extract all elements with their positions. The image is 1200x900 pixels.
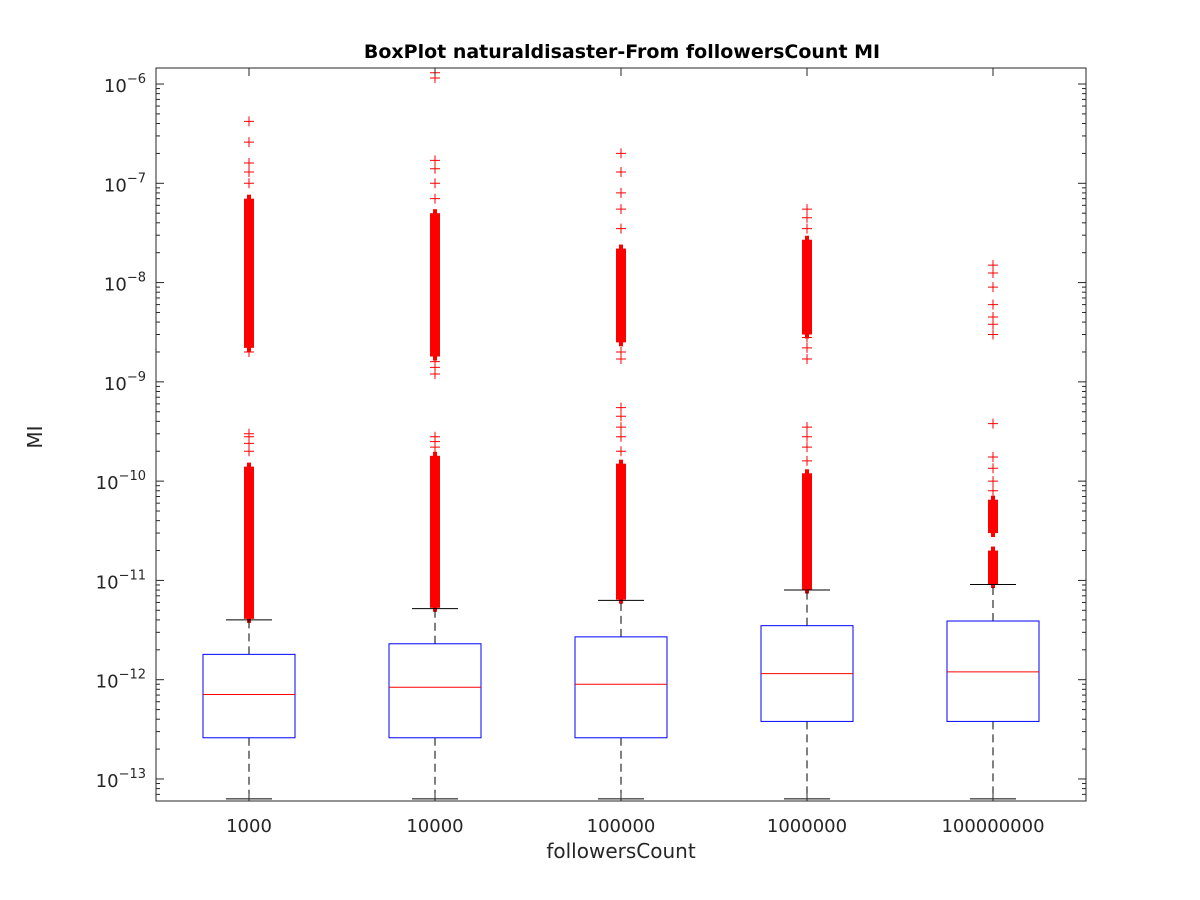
y-tick-label: 10−11 [96, 568, 146, 593]
outlier-point [988, 282, 998, 293]
box-group-1000000 [760, 204, 854, 800]
outlier-point [802, 353, 812, 364]
outlier-point [244, 158, 254, 169]
outlier-band-stem [991, 546, 995, 589]
x-tick-label: 10000 [406, 816, 463, 837]
outlier-point [988, 463, 998, 474]
y-tick-label: 10−13 [96, 767, 146, 792]
x-tick-label: 1000 [226, 816, 272, 837]
axes: 10−13 10−12 10−11 10−10 10−9 10−8 10−7 10−6 1000… [96, 67, 1087, 837]
box-iqr [202, 653, 296, 739]
outlier-point [616, 204, 626, 215]
outlier-point [802, 422, 812, 433]
y-axis-label: MI [23, 425, 47, 448]
outlier-point [802, 212, 812, 223]
box-iqr [574, 636, 668, 739]
chart-title: BoxPlot naturaldisaster-From followersCo… [364, 41, 880, 63]
outlier-point [616, 431, 626, 442]
outlier-point [616, 446, 626, 457]
outlier-point [616, 187, 626, 198]
x-tick-label: 100000 [587, 816, 656, 837]
outlier-point [802, 223, 812, 234]
outlier-point [244, 428, 254, 439]
outlier-point [616, 148, 626, 159]
x-tick-label: 100000000 [941, 816, 1044, 837]
outlier-point [244, 178, 254, 189]
outlier-point [430, 356, 440, 367]
outlier-point [244, 116, 254, 127]
y-tick-label: 10−10 [96, 469, 146, 494]
outlier-point [616, 402, 626, 413]
outlier-point [616, 346, 626, 357]
outlier-point [616, 166, 626, 177]
outlier-point [988, 312, 998, 323]
outlier-point [244, 137, 254, 148]
outlier-point [802, 204, 812, 215]
outlier-point [988, 452, 998, 463]
outlier-point [430, 431, 440, 442]
outlier-point [988, 299, 998, 310]
outlier-point [802, 442, 812, 453]
box-iqr [946, 620, 1040, 722]
outlier-point [802, 431, 812, 442]
outlier-point [616, 422, 626, 433]
outlier-point [988, 476, 998, 487]
outlier-point [430, 163, 440, 174]
outlier-point [802, 332, 812, 343]
outlier-band-stem [433, 451, 437, 612]
outlier-point [430, 193, 440, 204]
outlier-band-stem [247, 462, 251, 623]
outlier-point [988, 485, 998, 496]
outlier-point [430, 155, 440, 166]
outlier-band-stem [805, 469, 809, 594]
box-iqr [388, 643, 482, 739]
outlier-point [988, 329, 998, 340]
outlier-point [988, 418, 998, 429]
outlier-point [244, 340, 254, 351]
y-tick-label: 10−7 [104, 171, 146, 196]
x-axis-label: followersCount [546, 839, 695, 863]
outlier-point [244, 166, 254, 177]
box-group-1000 [202, 116, 296, 800]
y-tick-label: 10−6 [104, 72, 146, 97]
outlier-band-stem [247, 194, 251, 352]
y-tick-label: 10−9 [104, 370, 146, 395]
outlier-band-stem [805, 235, 809, 339]
x-tick-label: 1000000 [767, 816, 847, 837]
outlier-point [802, 342, 812, 353]
y-tick-label: 10−8 [104, 271, 146, 296]
outlier-band-stem [619, 244, 623, 347]
outlier-point [988, 260, 998, 271]
outlier-band-stem [991, 495, 995, 538]
box-group-100000 [574, 148, 668, 800]
outlier-band-stem [433, 209, 437, 361]
outlier-band-stem [619, 459, 623, 604]
outlier-point [802, 455, 812, 466]
y-tick-label: 10−12 [96, 668, 146, 693]
outlier-point [616, 411, 626, 422]
outlier-point [430, 178, 440, 189]
outlier-point [616, 223, 626, 234]
